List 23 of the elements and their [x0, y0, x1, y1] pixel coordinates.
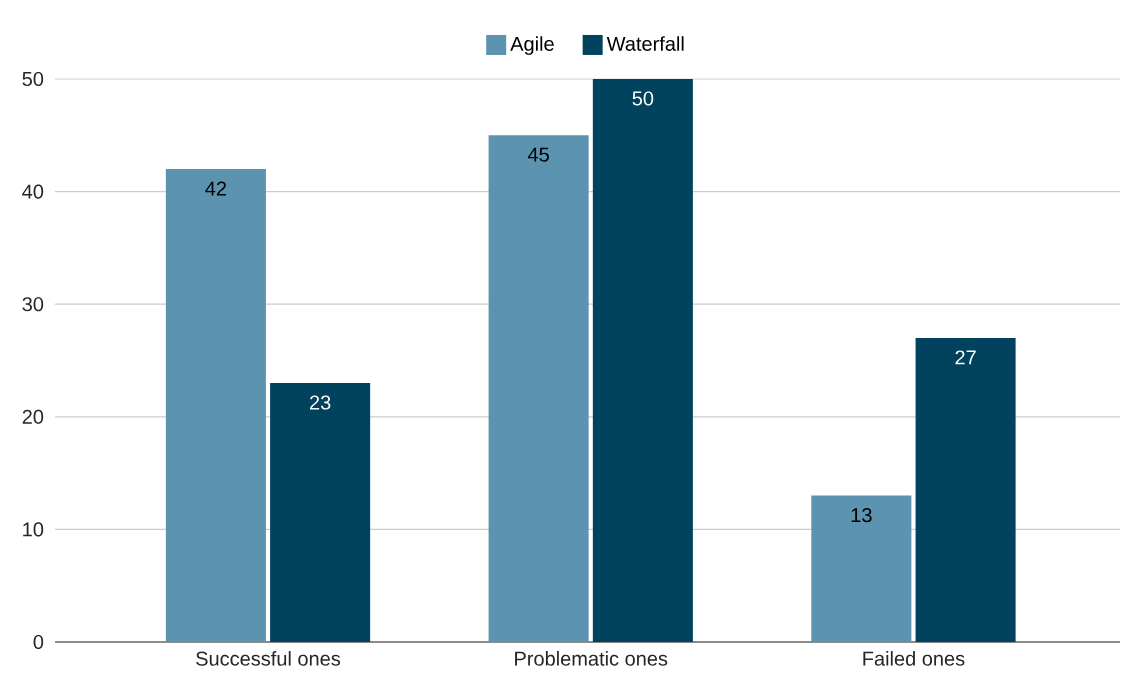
bar — [811, 495, 912, 642]
legend-label: Waterfall — [606, 36, 684, 51]
bar — [165, 169, 266, 642]
y-tick-label: 20 — [22, 409, 44, 424]
y-tick-label: 0 — [33, 634, 44, 650]
x-tick-label: Failed ones — [863, 651, 965, 666]
y-tick-label: 30 — [22, 297, 44, 312]
data-label: 27 — [955, 350, 976, 365]
data-label: 13 — [851, 508, 872, 523]
bar — [270, 383, 371, 642]
bar — [592, 79, 693, 642]
x-tick-label: Problematic ones — [515, 651, 668, 666]
y-tick-label: 10 — [23, 522, 44, 537]
data-label: 45 — [527, 147, 549, 162]
bar — [915, 337, 1016, 642]
legend-label: Agile — [510, 36, 554, 55]
data-label: 23 — [310, 395, 331, 410]
bar — [488, 135, 589, 642]
y-tick-label: 40 — [22, 184, 44, 199]
data-label: 42 — [205, 181, 227, 196]
y-tick-label: 50 — [22, 71, 44, 87]
x-tick-label: Successful ones — [196, 651, 341, 666]
data-label: 50 — [632, 91, 654, 106]
